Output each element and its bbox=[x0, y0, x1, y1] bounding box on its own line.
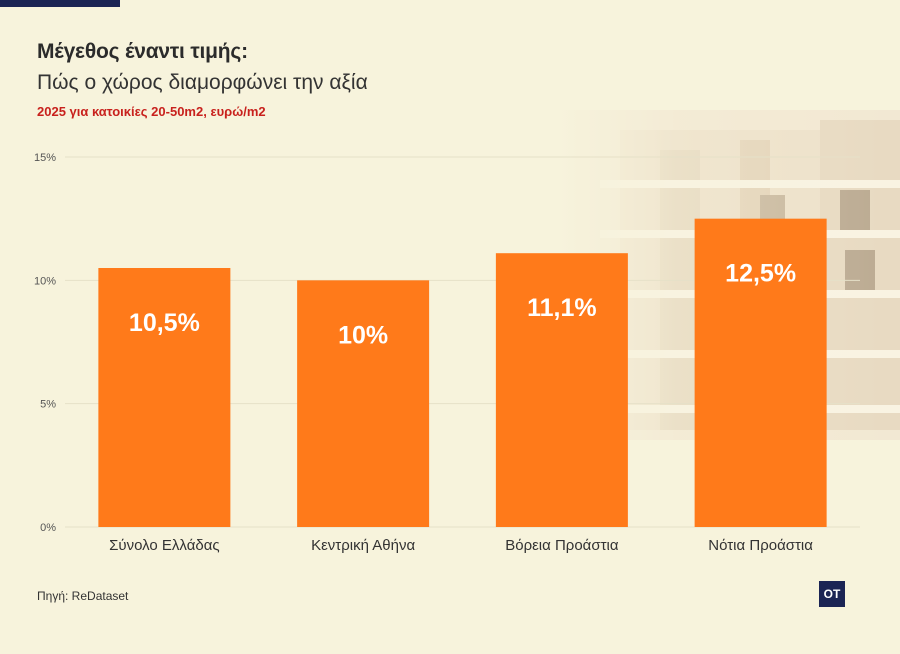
y-tick-label: 5% bbox=[40, 399, 56, 411]
bar bbox=[297, 280, 430, 527]
source-note: Πηγή: ReDataset bbox=[37, 589, 129, 603]
x-category-label: Νότια Προάστια bbox=[708, 537, 813, 554]
y-tick-label: 0% bbox=[40, 522, 56, 534]
top-accent-bar bbox=[0, 0, 120, 7]
x-category-label: Σύνολο Ελλάδας bbox=[109, 537, 220, 554]
bar-value-label: 12,5% bbox=[725, 260, 796, 288]
ot-logo: OT bbox=[819, 581, 845, 607]
y-tick-label: 15% bbox=[34, 152, 56, 164]
chart-title: Μέγεθος έναντι τιμής: bbox=[37, 40, 248, 63]
bar bbox=[98, 268, 231, 527]
bar bbox=[495, 253, 628, 527]
bar-value-label: 10% bbox=[338, 321, 388, 349]
x-category-label: Βόρεια Προάστια bbox=[505, 537, 619, 554]
y-tick-label: 10% bbox=[34, 275, 56, 287]
bar bbox=[694, 218, 827, 527]
chart-subtitle: Πώς ο χώρος διαμορφώνει την αξία bbox=[37, 71, 368, 94]
bar-value-label: 10,5% bbox=[129, 309, 200, 337]
x-category-label: Κεντρική Αθήνα bbox=[311, 537, 415, 554]
chart-note: 2025 για κατοικίες 20-50m2, ευρώ/m2 bbox=[37, 104, 266, 119]
bar-value-label: 11,1% bbox=[527, 294, 597, 322]
